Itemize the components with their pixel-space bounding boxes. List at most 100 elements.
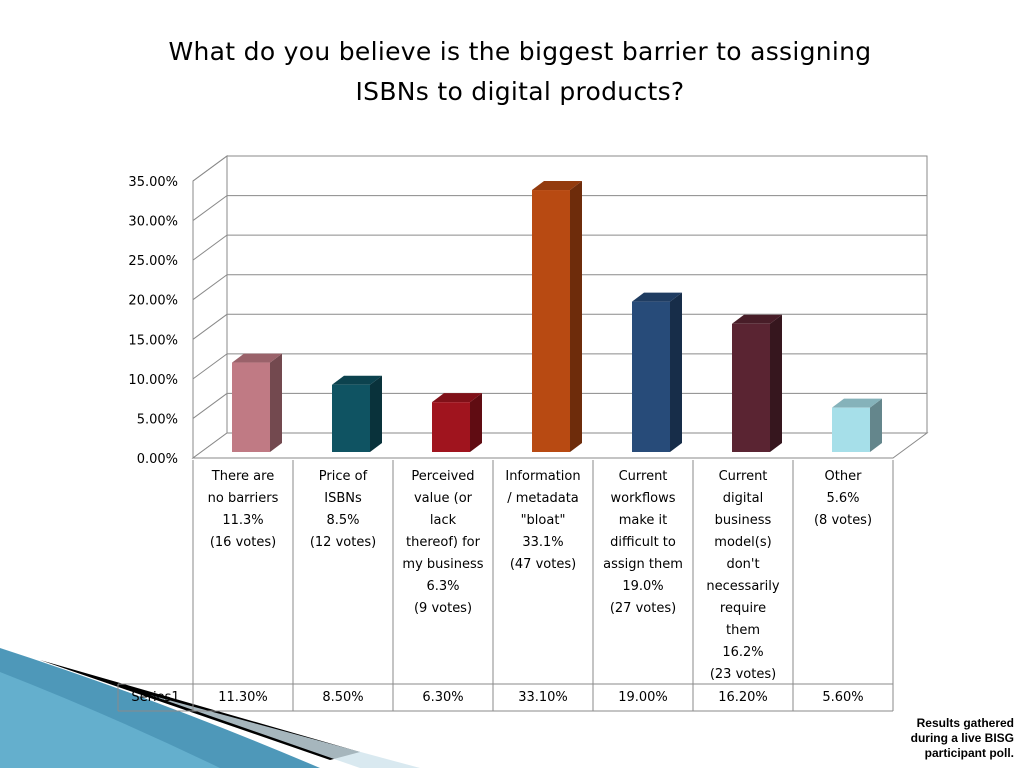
gridline (192, 353, 927, 380)
bar-top (232, 353, 282, 363)
data-value-label: 33.10% (518, 690, 568, 705)
category-label: my business (402, 557, 483, 572)
bar-front (532, 190, 570, 452)
bar-front (632, 301, 670, 452)
category-label: Other (825, 469, 863, 484)
bar-front (432, 402, 470, 452)
bar-side (870, 398, 882, 452)
bar-side (370, 375, 382, 452)
data-value-label: 5.60% (822, 690, 863, 705)
category-label: 6.3% (426, 579, 459, 594)
category-label: assign them (603, 557, 683, 572)
category-label: business (715, 513, 772, 528)
y-tick-label: 25.00% (128, 254, 178, 269)
bar-top (432, 393, 482, 403)
series-name-label: Series1 (131, 690, 179, 705)
bar-top (632, 292, 682, 302)
category-label: difficult to (610, 535, 676, 550)
bar-top (732, 314, 782, 324)
bar (632, 292, 682, 452)
y-tick-label: 5.00% (137, 412, 178, 427)
data-value-label: 19.00% (618, 690, 668, 705)
bar (332, 375, 382, 452)
bar-side (270, 353, 282, 452)
y-tick-label: 30.00% (128, 215, 178, 230)
gridline (192, 274, 927, 301)
gridline (192, 234, 927, 261)
y-tick-label: 15.00% (128, 333, 178, 348)
y-tick-label: 0.00% (137, 452, 178, 467)
category-label: necessarily (706, 579, 779, 594)
category-label: (16 votes) (210, 535, 276, 550)
data-table: There are no barriers 11.3% (16 votes) Price… (117, 460, 894, 712)
slide-title: What do you believe is the biggest barri… (90, 32, 950, 112)
bar (532, 181, 582, 452)
bar (432, 393, 482, 452)
category-label: (9 votes) (414, 601, 472, 616)
footnote-line-3: participant poll. (924, 746, 1014, 760)
category-label: ISBNs (324, 491, 362, 506)
category-label: Price of (319, 469, 368, 484)
category-label: thereof) for (406, 535, 481, 550)
category-label: digital (723, 491, 763, 506)
category-label: Current (719, 469, 768, 484)
bar-front (232, 362, 270, 452)
bar-top (532, 181, 582, 191)
footnote-line-2: during a live BISG (910, 731, 1014, 745)
bar-top (332, 375, 382, 385)
gridline (192, 195, 927, 221)
gridline (192, 155, 927, 182)
bar (232, 353, 282, 452)
gridlines (192, 155, 927, 419)
bar-top (832, 398, 882, 408)
bar-side (570, 181, 582, 452)
gridline (192, 392, 927, 419)
y-tick-label: 10.00% (128, 373, 178, 388)
bars (232, 181, 882, 452)
category-label: make it (619, 513, 668, 528)
category-label: / metadata (507, 491, 579, 506)
footnote: Results gathered during a live BISG part… (814, 716, 1014, 761)
decorative-corner-swoosh (0, 648, 420, 768)
bar (832, 398, 882, 452)
category-label: (47 votes) (510, 557, 576, 572)
category-label: (23 votes) (710, 667, 776, 682)
data-value-label: 16.20% (718, 690, 768, 705)
category-label: 33.1% (522, 535, 563, 550)
y-axis-tick-labels: 0.00% 5.00% 10.00% 15.00% 20.00% 25.00% 30.00%… (128, 175, 178, 467)
category-label: Current (619, 469, 668, 484)
category-label: lack (430, 513, 457, 528)
category-label: model(s) (714, 535, 771, 550)
slide-title-line-2: ISBNs to digital products? (355, 77, 685, 106)
category-label: (8 votes) (814, 513, 872, 528)
slide-title-line-1: What do you believe is the biggest barri… (168, 37, 872, 66)
category-label: (27 votes) (610, 601, 676, 616)
data-value-label: 11.30% (218, 690, 268, 705)
category-label: them (726, 623, 760, 638)
gridline (192, 313, 927, 340)
data-value-label: 8.50% (322, 690, 363, 705)
category-label: 5.6% (826, 491, 859, 506)
bar (732, 314, 782, 452)
bar-front (332, 384, 370, 452)
category-label: don't (726, 557, 759, 572)
y-tick-label: 35.00% (128, 175, 178, 190)
side-wall (192, 155, 228, 459)
category-label: 19.0% (622, 579, 663, 594)
category-label: "bloat" (521, 513, 566, 528)
category-label: require (720, 601, 766, 616)
bar-side (670, 292, 682, 452)
swoosh-pale (150, 695, 420, 768)
bar-side (770, 314, 782, 452)
category-label: no barriers (208, 491, 279, 506)
footnote-line-1: Results gathered (916, 716, 1014, 730)
category-label: Perceived (411, 469, 474, 484)
category-label: There are (211, 469, 274, 484)
category-label: 11.3% (222, 513, 263, 528)
bar-front (732, 323, 770, 452)
category-label: Information (505, 469, 580, 484)
category-label: (12 votes) (310, 535, 376, 550)
category-label: 16.2% (722, 645, 763, 660)
data-value-label: 6.30% (422, 690, 463, 705)
